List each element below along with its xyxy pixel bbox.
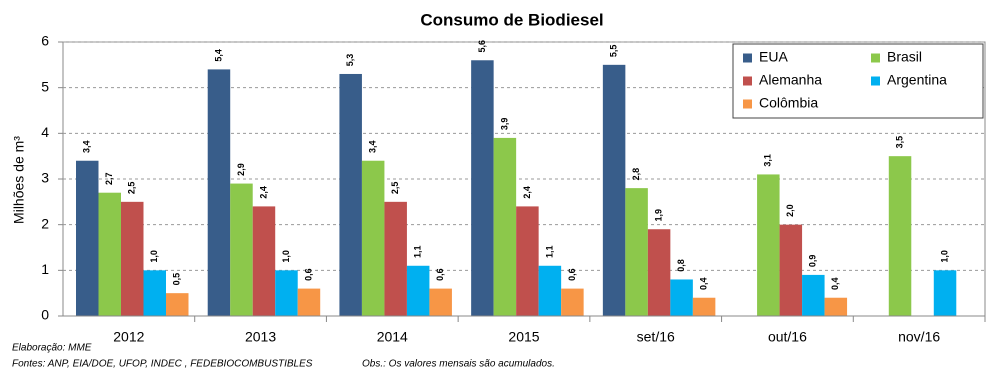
value-label: 0,5: [172, 273, 182, 286]
value-label: 1,0: [939, 250, 949, 263]
bar: [538, 265, 562, 316]
bar: [406, 265, 430, 316]
y-tick-label: 5: [41, 78, 49, 94]
value-label: 2,9: [236, 163, 246, 176]
legend-swatch: [871, 53, 880, 63]
value-label: 2,8: [631, 168, 641, 181]
bar: [76, 160, 99, 316]
y-tick-label: 4: [41, 124, 49, 140]
legend-label: EUA: [759, 49, 788, 65]
value-label: 1,0: [149, 250, 159, 263]
value-label: 1,1: [544, 246, 554, 259]
value-label: 2,0: [785, 204, 795, 217]
legend-swatch: [743, 53, 752, 63]
chart-title: Consumo de Biodiesel: [420, 10, 603, 29]
value-label: 2,5: [127, 182, 137, 195]
x-tick-label: out/16: [768, 329, 807, 345]
value-label: 5,6: [477, 40, 487, 53]
legend-swatch: [743, 99, 752, 109]
bar: [647, 229, 671, 316]
bar: [121, 201, 144, 316]
bar: [98, 192, 121, 316]
legend-label: Argentina: [887, 72, 947, 88]
value-label: 0,4: [698, 277, 708, 290]
value-label: 3,5: [894, 136, 904, 149]
bar: [802, 274, 825, 316]
value-label: 2,7: [104, 172, 114, 185]
value-label: 3,4: [82, 140, 92, 153]
bar: [429, 288, 452, 316]
bar: [361, 160, 385, 316]
bar: [166, 293, 189, 316]
value-label: 0,8: [676, 259, 686, 272]
value-label: 1,1: [413, 246, 423, 259]
value-label: 0,6: [303, 268, 313, 281]
bar: [207, 69, 231, 317]
bar: [230, 183, 253, 316]
value-label: 1,9: [653, 209, 663, 222]
y-tick-label: 6: [41, 33, 49, 49]
bar: [297, 288, 321, 316]
value-label: 0,4: [830, 277, 840, 290]
bar: [252, 206, 276, 316]
y-axis-label: Milhões de m³: [11, 136, 27, 224]
bar: [692, 297, 716, 316]
value-label: 3,1: [763, 154, 773, 167]
bar: [561, 288, 584, 316]
bar: [625, 188, 648, 316]
y-tick-label: 3: [41, 170, 49, 186]
value-label: 0,6: [435, 268, 445, 281]
bar: [779, 224, 803, 316]
legend-label: Alemanha: [759, 72, 822, 88]
obs-note: Obs.: Os valores mensais são acumulados.: [362, 359, 555, 370]
value-label: 5,5: [608, 45, 618, 58]
bar: [824, 297, 848, 316]
x-tick-label: 2012: [113, 329, 144, 345]
legend-swatch: [743, 76, 752, 86]
x-tick-label: 2015: [508, 329, 539, 345]
value-label: 2,4: [522, 186, 532, 199]
value-label: 2,4: [258, 186, 268, 199]
legend-label: Colômbia: [759, 95, 818, 111]
value-label: 5,3: [345, 54, 355, 67]
y-tick-label: 2: [41, 215, 49, 231]
value-label: 2,5: [390, 182, 400, 195]
bar: [384, 201, 407, 316]
sources-note: Fontes: ANP, EIA/DOE, UFOP, INDEC , FEDE…: [12, 359, 313, 370]
bar: [670, 279, 693, 316]
bar: [933, 270, 957, 316]
x-tick-label: 2014: [377, 329, 408, 345]
bar: [493, 137, 517, 316]
x-tick-label: set/16: [637, 329, 675, 345]
value-label: 5,4: [213, 49, 223, 62]
value-label: 0,9: [808, 255, 818, 268]
legend-label: Brasil: [887, 49, 922, 65]
value-label: 3,4: [368, 140, 378, 153]
legend-box: [732, 43, 984, 119]
bar: [339, 73, 362, 316]
bar: [516, 206, 539, 316]
y-tick-label: 1: [41, 261, 49, 277]
credit-note: Elaboração: MME: [12, 343, 92, 354]
value-label: 1,0: [281, 250, 291, 263]
x-tick-label: 2013: [245, 329, 276, 345]
y-tick-label: 0: [41, 307, 49, 323]
bar: [888, 156, 912, 316]
x-tick-label: nov/16: [898, 329, 940, 345]
value-label: 0,6: [567, 268, 577, 281]
bar: [471, 60, 494, 317]
bar: [602, 64, 626, 316]
bar: [143, 270, 166, 316]
legend-swatch: [871, 76, 880, 86]
bar: [275, 270, 298, 316]
bar: [757, 174, 780, 316]
value-label: 3,9: [499, 118, 509, 131]
